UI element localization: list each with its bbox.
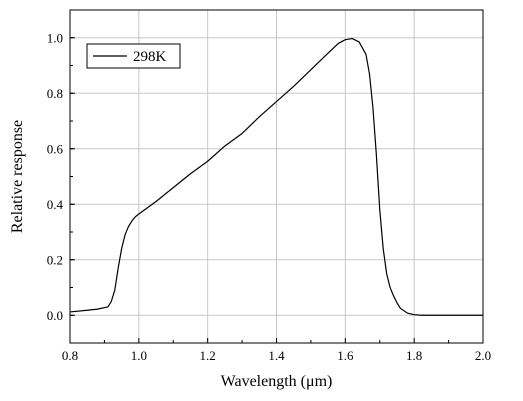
legend: 298K <box>86 43 181 69</box>
y-tick-label: 0.6 <box>47 141 64 156</box>
x-tick-label: 1.6 <box>337 348 354 363</box>
y-tick-label: 1.0 <box>47 30 63 45</box>
y-tick-label: 0.8 <box>47 86 63 101</box>
y-tick-label: 0.4 <box>47 197 64 212</box>
y-axis-label: Relative response <box>9 120 26 233</box>
grid-lines <box>69 10 484 343</box>
x-tick-label: 1.4 <box>268 348 285 363</box>
x-tick-label: 2.0 <box>475 348 491 363</box>
x-tick-label: 1.2 <box>200 348 216 363</box>
x-axis-label: Wavelength (μm) <box>221 373 333 390</box>
y-tick-label: 0.2 <box>47 252 63 267</box>
legend-label: 298K <box>133 49 167 65</box>
y-tick-label: 0.0 <box>47 308 63 323</box>
x-tick-label: 0.8 <box>62 348 78 363</box>
x-tick-label: 1.0 <box>131 348 147 363</box>
series-group <box>69 37 483 316</box>
series-line-0 <box>69 37 483 316</box>
x-tick-label: 1.8 <box>406 348 422 363</box>
axis-ticks: 0.8 1.0 1.2 1.4 1.6 1.8 2.0 0.0 0.2 0.4 0.6 0.8 1.0 <box>47 9 491 363</box>
